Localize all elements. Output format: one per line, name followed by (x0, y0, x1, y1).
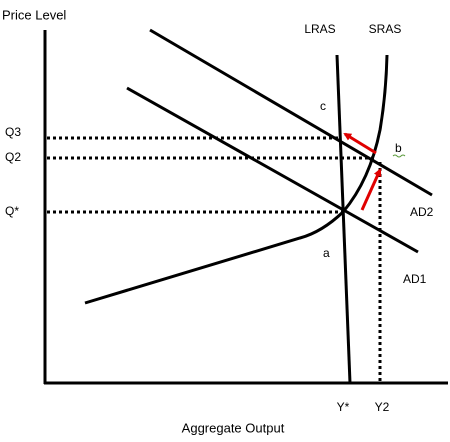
curve-label: AD1 (403, 272, 427, 286)
curve-label: SRAS (369, 22, 402, 36)
squiggle (392, 154, 406, 158)
ad1-curve (126, 86, 419, 254)
x-axis-label: Aggregate Output (182, 420, 285, 435)
price-label: Q* (5, 204, 19, 218)
lras-curve (335, 54, 352, 384)
output-label: Y2 (375, 400, 390, 414)
arrow (360, 168, 382, 211)
point-label: b (395, 141, 402, 155)
arrow (343, 132, 377, 155)
y-axis-label: Price Level (2, 7, 66, 22)
output-label: Y* (337, 400, 350, 414)
price-label: Q2 (5, 150, 21, 164)
point-label: a (323, 246, 330, 260)
price-label: Q3 (5, 125, 21, 139)
curve-label: LRAS (304, 22, 335, 36)
ad2-curve (149, 28, 433, 197)
sras-curve (84, 54, 389, 305)
curve-label: AD2 (410, 205, 434, 219)
point-label: c (320, 99, 326, 113)
